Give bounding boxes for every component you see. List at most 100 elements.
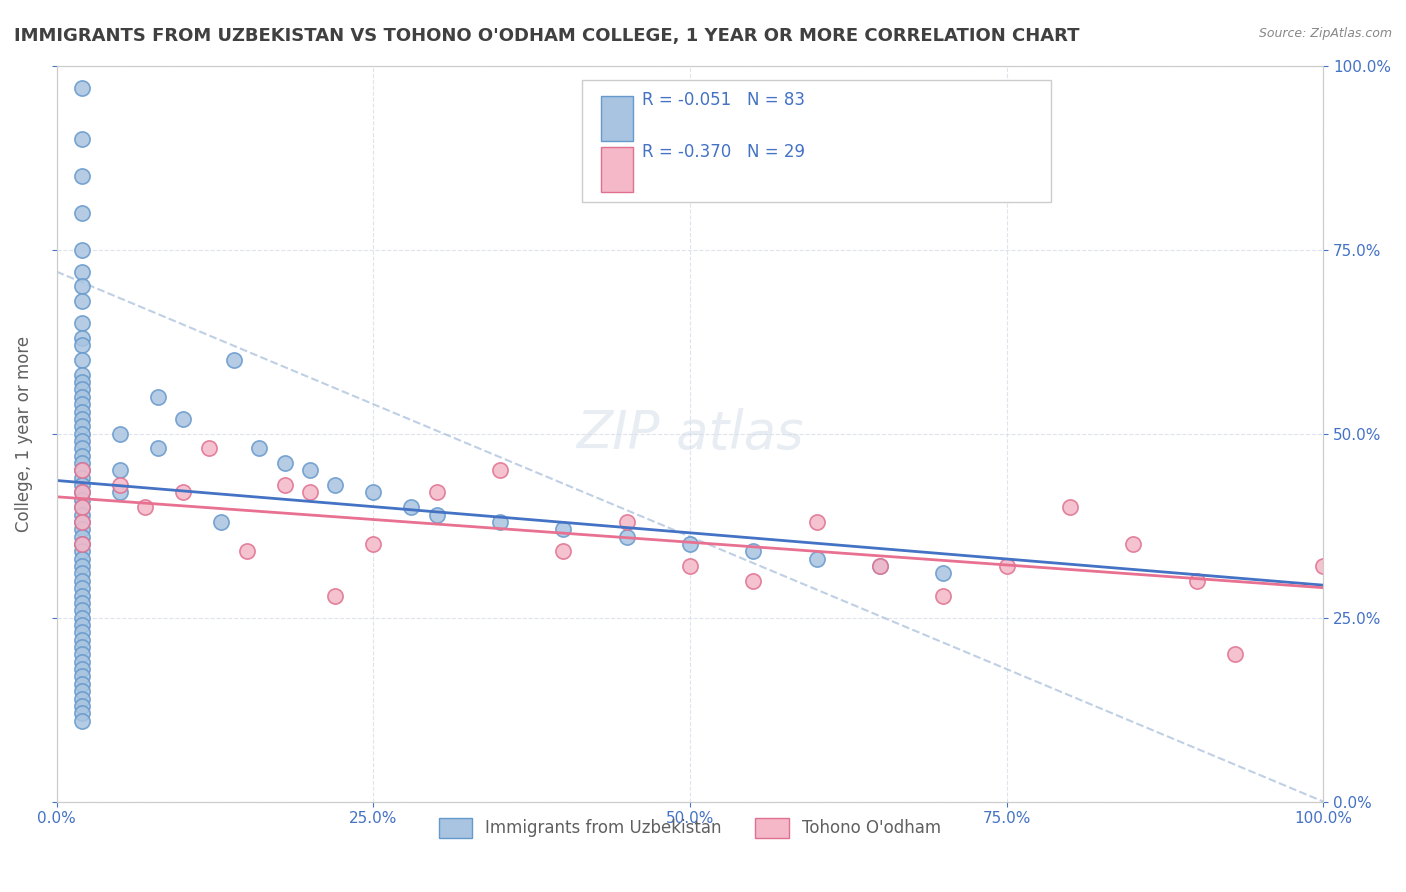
Text: IMMIGRANTS FROM UZBEKISTAN VS TOHONO O'ODHAM COLLEGE, 1 YEAR OR MORE CORRELATION: IMMIGRANTS FROM UZBEKISTAN VS TOHONO O'O… (14, 27, 1080, 45)
Point (235, 544, 257, 558)
Point (70, 589, 93, 603)
Point (70, 610, 93, 624)
Point (108, 463, 131, 477)
Point (70, 80, 93, 95)
Point (70, 206, 93, 220)
Point (134, 500, 156, 515)
Point (70, 331, 93, 345)
Point (361, 485, 384, 500)
Point (298, 463, 321, 477)
Point (70, 338, 93, 352)
Point (108, 426, 131, 441)
Point (70, 132, 93, 146)
Point (70, 434, 93, 448)
Point (70, 515, 93, 529)
Point (70, 412, 93, 426)
Point (70, 368, 93, 382)
Point (70, 691, 93, 706)
Point (70, 383, 93, 397)
Point (70, 515, 93, 529)
Point (70, 530, 93, 544)
Point (806, 515, 828, 529)
Point (742, 574, 765, 588)
Point (108, 485, 131, 500)
Point (70, 603, 93, 617)
Point (273, 456, 295, 470)
Point (70, 471, 93, 485)
Point (70, 537, 93, 551)
Point (70, 463, 93, 477)
Legend: Immigrants from Uzbekistan, Tohono O'odham: Immigrants from Uzbekistan, Tohono O'odh… (432, 811, 948, 845)
Point (70, 574, 93, 588)
Point (70, 714, 93, 728)
Point (869, 559, 891, 574)
Point (70, 492, 93, 507)
Point (70, 596, 93, 610)
Point (172, 485, 194, 500)
Point (70, 353, 93, 368)
Point (401, 500, 423, 515)
Point (932, 566, 955, 581)
Point (70, 640, 93, 654)
Point (70, 698, 93, 713)
Point (146, 442, 169, 456)
Point (70, 426, 93, 441)
Point (1223, 648, 1246, 662)
Bar (602, 95, 633, 142)
Point (361, 537, 384, 551)
Point (70, 706, 93, 721)
Point (323, 589, 346, 603)
Point (70, 500, 93, 515)
Point (70, 544, 93, 558)
Point (1312, 559, 1334, 574)
Point (70, 625, 93, 640)
Text: Source: ZipAtlas.com: Source: ZipAtlas.com (1258, 27, 1392, 40)
Point (426, 508, 449, 522)
Bar (582, 80, 1050, 202)
Point (70, 522, 93, 536)
Point (679, 537, 702, 551)
Point (70, 390, 93, 404)
Point (70, 375, 93, 389)
Point (70, 662, 93, 676)
Point (70, 463, 93, 477)
Point (70, 243, 93, 257)
Y-axis label: College, 1 year or more: College, 1 year or more (15, 335, 32, 532)
Point (70, 648, 93, 662)
Point (995, 559, 1018, 574)
Point (70, 404, 93, 418)
Text: R = -0.370   N = 29: R = -0.370 N = 29 (641, 143, 804, 161)
Point (70, 669, 93, 683)
Point (209, 515, 232, 529)
Point (70, 551, 93, 566)
Point (70, 442, 93, 456)
Point (1122, 537, 1144, 551)
Point (1059, 500, 1081, 515)
Point (70, 456, 93, 470)
Point (489, 515, 512, 529)
Point (70, 478, 93, 492)
Point (742, 544, 765, 558)
Point (70, 316, 93, 330)
Point (70, 537, 93, 551)
Point (70, 397, 93, 411)
Point (70, 294, 93, 309)
Point (70, 265, 93, 279)
Point (70, 419, 93, 434)
Point (108, 478, 131, 492)
Point (70, 632, 93, 647)
Point (70, 279, 93, 293)
Point (806, 551, 828, 566)
Point (932, 589, 955, 603)
Point (70, 618, 93, 632)
Point (298, 485, 321, 500)
Point (70, 559, 93, 574)
Point (197, 442, 219, 456)
Point (70, 684, 93, 698)
Point (70, 677, 93, 691)
Point (172, 412, 194, 426)
Point (616, 515, 638, 529)
Point (1185, 574, 1208, 588)
Point (273, 478, 295, 492)
Point (553, 544, 575, 558)
